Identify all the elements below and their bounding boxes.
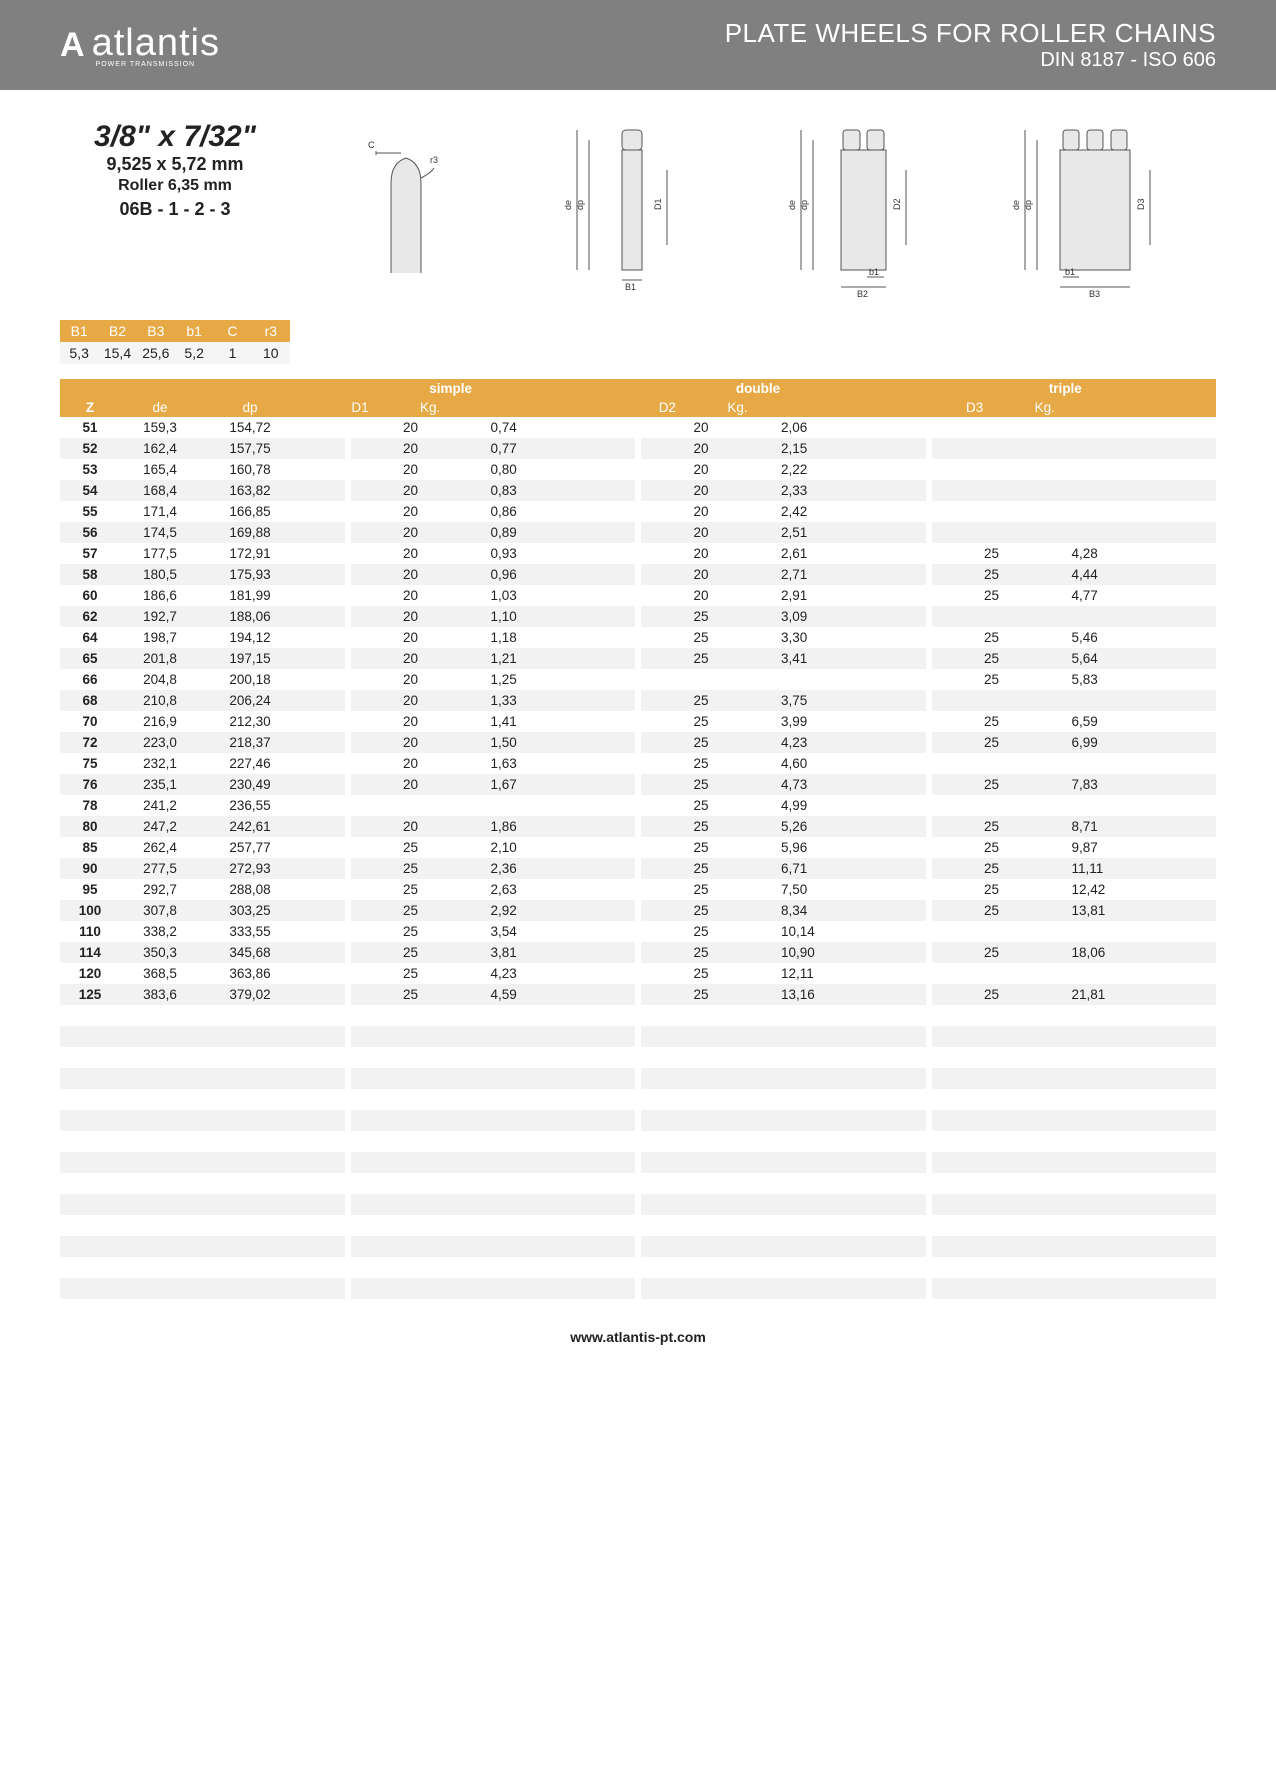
svg-text:D2: D2 bbox=[892, 198, 902, 210]
table-row: 76235,1230,49201,67254,73257,83 bbox=[60, 774, 1216, 795]
table-row: 85262,4257,77252,10255,96259,87 bbox=[60, 837, 1216, 858]
table-row bbox=[60, 1089, 1216, 1110]
table-row: 120368,5363,86254,232512,11 bbox=[60, 963, 1216, 984]
group-triple: triple bbox=[915, 379, 1216, 398]
svg-text:B1: B1 bbox=[625, 282, 636, 292]
svg-text:r3: r3 bbox=[430, 155, 438, 165]
table-row: 52162,4157,75200,77202,15 bbox=[60, 438, 1216, 459]
table-row: 56174,5169,88200,89202,51 bbox=[60, 522, 1216, 543]
spec-box: 3/8" x 7/32" 9,525 x 5,72 mm Roller 6,35… bbox=[60, 120, 290, 220]
table-row bbox=[60, 1026, 1216, 1047]
table-row: 51159,3154,72200,74202,06 bbox=[60, 417, 1216, 438]
svg-text:B3: B3 bbox=[1089, 289, 1100, 299]
svg-text:b1: b1 bbox=[1065, 267, 1075, 277]
dim-header: r3 bbox=[252, 320, 290, 342]
table-row: 65201,8197,15201,21253,41255,64 bbox=[60, 648, 1216, 669]
info-row: 3/8" x 7/32" 9,525 x 5,72 mm Roller 6,35… bbox=[0, 90, 1276, 310]
table-row: 66204,8200,18201,25255,83 bbox=[60, 669, 1216, 690]
svg-text:dp: dp bbox=[575, 200, 585, 210]
svg-text:D3: D3 bbox=[1136, 198, 1146, 210]
table-row bbox=[60, 1005, 1216, 1026]
table-row bbox=[60, 1047, 1216, 1068]
group-simple: simple bbox=[300, 379, 601, 398]
table-row: 64198,7194,12201,18253,30255,46 bbox=[60, 627, 1216, 648]
table-header-groups: simple double triple bbox=[60, 379, 1216, 398]
table-row: 75232,1227,46201,63254,60 bbox=[60, 753, 1216, 774]
table-row: 90277,5272,93252,36256,712511,11 bbox=[60, 858, 1216, 879]
table-row: 70216,9212,30201,41253,99256,59 bbox=[60, 711, 1216, 732]
dim-header: B2 bbox=[98, 320, 136, 342]
dim-value: 5,2 bbox=[175, 342, 213, 364]
dimension-table: B1B2B3b1Cr3 5,315,425,65,2110 bbox=[60, 320, 290, 364]
dim-value: 25,6 bbox=[137, 342, 175, 364]
diagram-tooth: C r3 bbox=[290, 120, 522, 295]
dim-value: 15,4 bbox=[98, 342, 136, 364]
table-row bbox=[60, 1068, 1216, 1089]
table-row: 60186,6181,99201,03202,91254,77 bbox=[60, 585, 1216, 606]
dim-header: C bbox=[213, 320, 251, 342]
svg-text:C: C bbox=[368, 140, 375, 150]
spec-code: 06B - 1 - 2 - 3 bbox=[60, 199, 290, 220]
dim-value: 5,3 bbox=[60, 342, 98, 364]
dim-value: 10 bbox=[252, 342, 290, 364]
table-row: 72223,0218,37201,50254,23256,99 bbox=[60, 732, 1216, 753]
group-double: double bbox=[607, 379, 908, 398]
table-row bbox=[60, 1110, 1216, 1131]
diagram-b1: de dp D1 B1 bbox=[522, 120, 754, 295]
dim-header: B1 bbox=[60, 320, 98, 342]
logo-icon: A bbox=[60, 26, 86, 65]
table-row: 54168,4163,82200,83202,33 bbox=[60, 480, 1216, 501]
table-row: 100307,8303,25252,92258,342513,81 bbox=[60, 900, 1216, 921]
table-row: 110338,2333,55253,542510,14 bbox=[60, 921, 1216, 942]
diagram-row: C r3 de dp D1 B1 bbox=[290, 120, 1216, 295]
table-row: 78241,2236,55254,99 bbox=[60, 795, 1216, 816]
table-row bbox=[60, 1278, 1216, 1299]
table-row: 80247,2242,61201,86255,26258,71 bbox=[60, 816, 1216, 837]
page-title: PLATE WHEELS FOR ROLLER CHAINS bbox=[725, 18, 1216, 49]
table-header-cols: Z de dp D1 Kg. D2 Kg. D3 Kg. bbox=[60, 398, 1216, 417]
table-row: 57177,5172,91200,93202,61254,28 bbox=[60, 543, 1216, 564]
header-title-block: PLATE WHEELS FOR ROLLER CHAINS DIN 8187 … bbox=[725, 18, 1216, 72]
brand-name: atlantis bbox=[92, 22, 220, 65]
table-row: 53165,4160,78200,80202,22 bbox=[60, 459, 1216, 480]
svg-text:dp: dp bbox=[799, 200, 809, 210]
table-row bbox=[60, 1173, 1216, 1194]
table-row bbox=[60, 1236, 1216, 1257]
diagram-b2: de dp D2 b1 B2 bbox=[753, 120, 985, 295]
svg-text:de: de bbox=[787, 200, 797, 210]
table-row: 58180,5175,93200,96202,71254,44 bbox=[60, 564, 1216, 585]
page-subtitle: DIN 8187 - ISO 606 bbox=[725, 49, 1216, 72]
svg-text:de: de bbox=[1011, 200, 1021, 210]
table-row bbox=[60, 1194, 1216, 1215]
page-header: A atlantis POWER TRANSMISSION PLATE WHEE… bbox=[0, 0, 1276, 90]
table-row: 125383,6379,02254,592513,162521,81 bbox=[60, 984, 1216, 1005]
spec-imperial: 3/8" x 7/32" bbox=[60, 120, 290, 154]
table-row: 114350,3345,68253,812510,902518,06 bbox=[60, 942, 1216, 963]
svg-text:dp: dp bbox=[1023, 200, 1033, 210]
table-row bbox=[60, 1257, 1216, 1278]
svg-text:B2: B2 bbox=[857, 289, 868, 299]
table-row: 95292,7288,08252,63257,502512,42 bbox=[60, 879, 1216, 900]
spec-metric: 9,525 x 5,72 mm bbox=[60, 154, 290, 175]
table-row bbox=[60, 1131, 1216, 1152]
table-row: 55171,4166,85200,86202,42 bbox=[60, 501, 1216, 522]
diagram-b3: de dp D3 b1 B3 bbox=[985, 120, 1217, 295]
table-row bbox=[60, 1152, 1216, 1173]
svg-text:de: de bbox=[563, 200, 573, 210]
main-data-table: simple double triple Z de dp D1 Kg. D2 K… bbox=[60, 379, 1216, 1299]
dim-value: 1 bbox=[213, 342, 251, 364]
svg-text:b1: b1 bbox=[869, 267, 879, 277]
svg-text:D1: D1 bbox=[653, 198, 663, 210]
spec-roller: Roller 6,35 mm bbox=[60, 177, 290, 195]
dim-header: b1 bbox=[175, 320, 213, 342]
table-row bbox=[60, 1215, 1216, 1236]
table-row: 68210,8206,24201,33253,75 bbox=[60, 690, 1216, 711]
footer-url: www.atlantis-pt.com bbox=[0, 1329, 1276, 1375]
dim-header: B3 bbox=[137, 320, 175, 342]
table-row: 62192,7188,06201,10253,09 bbox=[60, 606, 1216, 627]
brand-logo: A atlantis POWER TRANSMISSION bbox=[60, 22, 220, 68]
